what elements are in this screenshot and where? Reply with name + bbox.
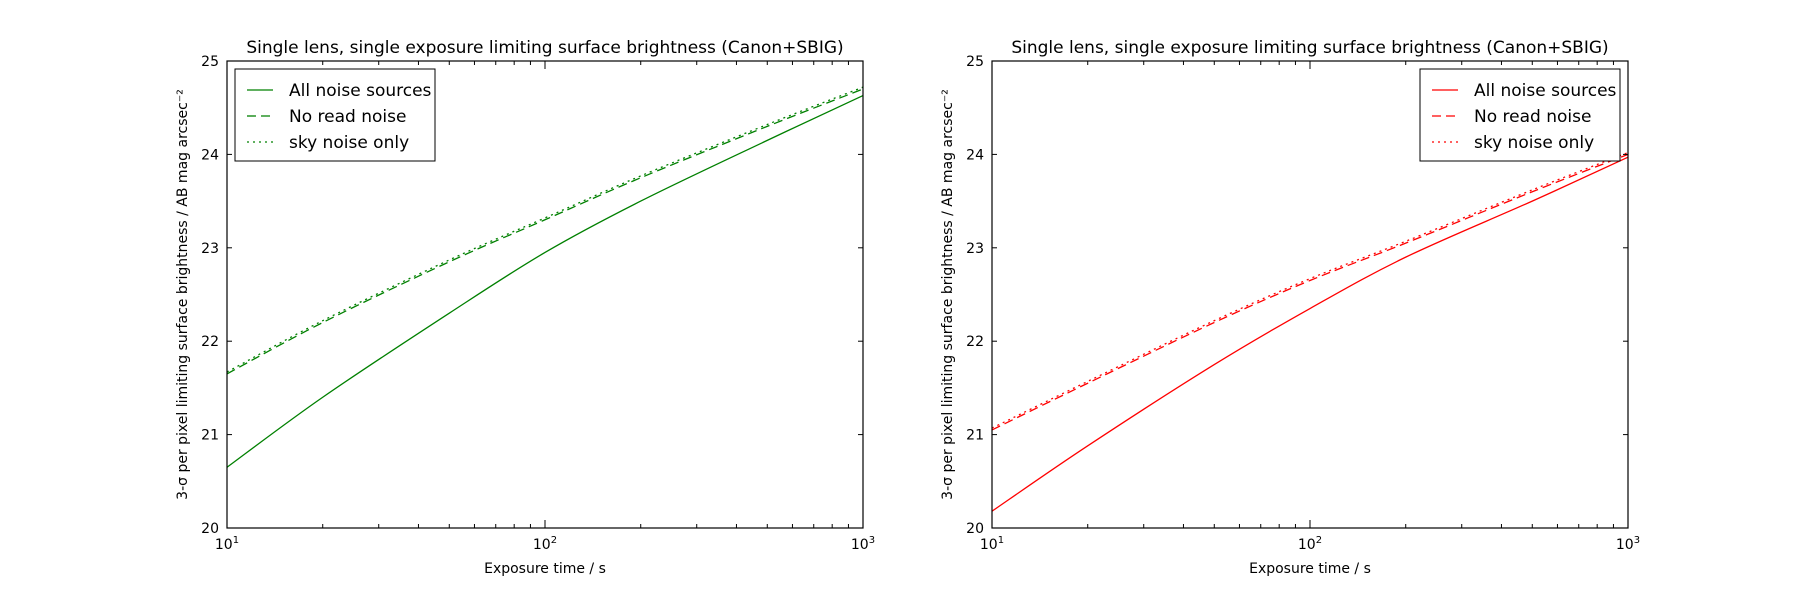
legend-label: No read noise (1474, 107, 1591, 127)
y-tick-label: 21 (966, 428, 984, 444)
y-tick-label: 23 (201, 241, 219, 257)
legend-label: All noise sources (1474, 81, 1617, 101)
x-tick-label: 102 (1298, 535, 1322, 553)
series-line-solid (227, 94, 863, 468)
legend-label: sky noise only (1474, 133, 1594, 153)
y-tick-label: 24 (201, 147, 219, 163)
x-axis-label: Exposure time / s (484, 561, 606, 577)
y-tick-label: 22 (201, 334, 219, 350)
series-line-dashed (227, 88, 863, 375)
y-tick-label: 24 (966, 147, 984, 163)
x-tick-label: 102 (533, 535, 557, 553)
series-line-dotted (227, 86, 863, 373)
chart-panel-1: 20 21 22 23 24 25 101 102 103 Single lens, single… (175, 38, 875, 577)
chart-title: Single lens, single exposure limiting su… (1011, 38, 1608, 58)
y-tick-label: 25 (201, 54, 219, 70)
y-tick-label: 21 (201, 428, 219, 444)
y-axis-label: 3-σ per pixel limiting surface brightnes… (175, 89, 191, 500)
y-tick-label: 20 (201, 521, 219, 537)
legend-box (234, 68, 436, 162)
y-tick-label: 23 (966, 241, 984, 257)
y-tick-label: 20 (966, 521, 984, 537)
legend-label: sky noise only (289, 133, 409, 153)
x-tick-label: 101 (215, 535, 239, 553)
y-tick-label: 22 (966, 334, 984, 350)
legend: All noise sources No read noise sky noise … (1419, 68, 1621, 162)
x-tick-label: 103 (1616, 535, 1640, 553)
legend-box (1419, 68, 1621, 162)
y-tick-label: 25 (966, 54, 984, 70)
legend-label: No read noise (289, 107, 406, 127)
series-line-dashed (992, 153, 1628, 431)
series-line-solid (992, 156, 1628, 512)
legend-label: All noise sources (289, 81, 432, 101)
x-tick-label: 101 (980, 535, 1004, 553)
y-axis-label: 3-σ per pixel limiting surface brightnes… (940, 89, 956, 500)
chart-panel-2: 20 21 22 23 24 25 101 102 103 Single lens, single… (940, 38, 1640, 577)
chart-title: Single lens, single exposure limiting su… (246, 38, 843, 58)
legend: All noise sources No read noise sky noise … (234, 68, 436, 162)
series-line-dotted (992, 151, 1628, 429)
x-axis-label: Exposure time / s (1249, 561, 1371, 577)
x-tick-label: 103 (851, 535, 875, 553)
